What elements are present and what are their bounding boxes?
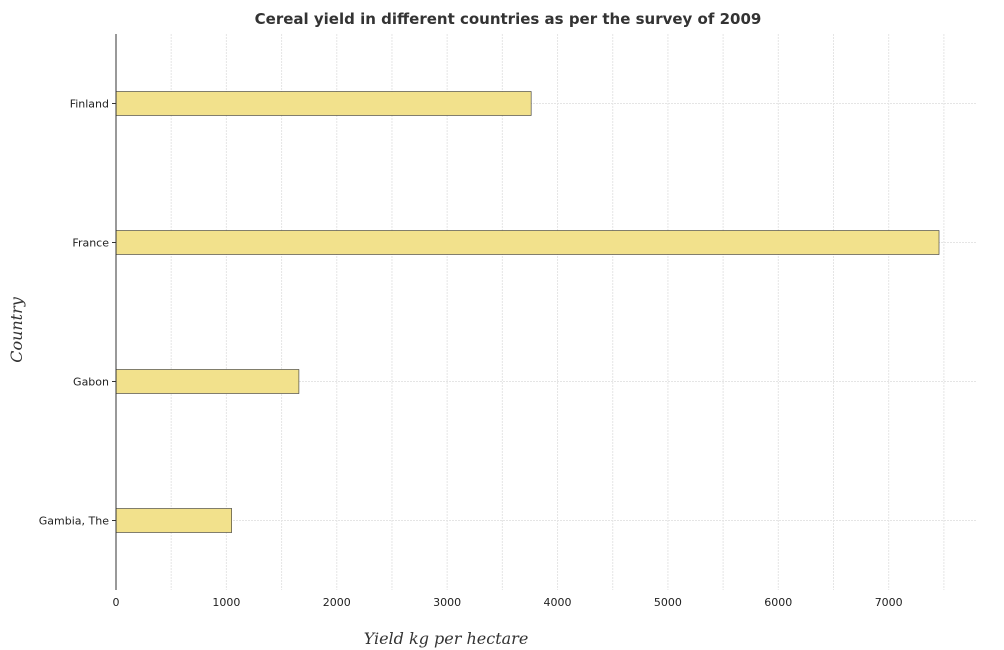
x-tick-label: 5000 [654, 596, 682, 609]
bar [115, 230, 940, 255]
bars [115, 91, 940, 533]
x-tick-label: 4000 [544, 596, 572, 609]
x-tick-label: 7000 [875, 596, 903, 609]
x-tick-labels: 0 1000 2000 3000 4000 5000 6000 7000 [113, 596, 903, 609]
y-tick-label: Finland [70, 98, 109, 111]
x-tick-label: 0 [113, 596, 120, 609]
x-tick-label: 1000 [212, 596, 240, 609]
y-tick-label: France [72, 237, 109, 250]
y-tick-label: Gabon [73, 376, 109, 389]
bar [115, 91, 532, 116]
bar [115, 508, 232, 533]
y-tick-label: Gambia, The [39, 515, 109, 528]
y-axis-label: Country [7, 296, 26, 363]
chart-title: Cereal yield in different countries as p… [255, 10, 762, 28]
x-axis-label: Yield kg per hectare [364, 629, 529, 648]
bar [115, 369, 300, 394]
grid [115, 34, 977, 590]
axes [112, 34, 117, 590]
x-tick-label: 3000 [433, 596, 461, 609]
x-tick-label: 2000 [323, 596, 351, 609]
x-tick-label: 6000 [764, 596, 792, 609]
y-tick-labels: Finland France Gabon Gambia, The [39, 98, 109, 528]
